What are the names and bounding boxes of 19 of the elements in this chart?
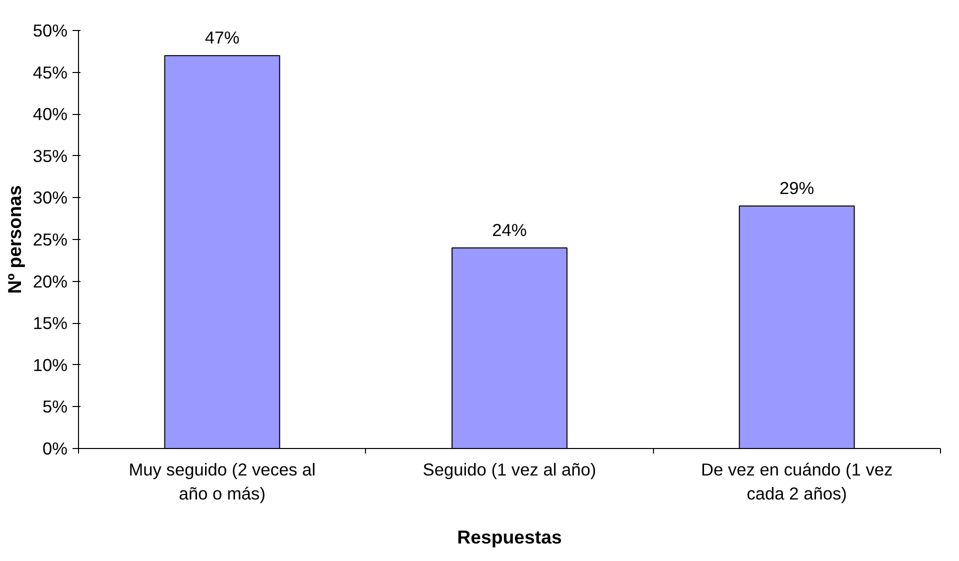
data-label: 24% (492, 220, 527, 240)
data-label: 47% (204, 28, 240, 48)
y-tick-label: 20% (32, 271, 68, 292)
y-tick-label: 15% (32, 313, 68, 334)
y-tick-label: 0% (42, 438, 68, 458)
y-tick-label: 40% (32, 104, 68, 124)
y-tick-label: 50% (32, 20, 68, 40)
y-tick-label: 30% (32, 188, 68, 208)
x-tick-label: Seguido (1 vez al año) (422, 460, 596, 480)
x-tick-label: De vez en cuándo (1 vez cada 2 años) (700, 460, 893, 504)
x-axis-title: Respuestas (457, 526, 562, 548)
y-tick-label: 35% (32, 146, 68, 166)
y-axis-title: Nº personas (4, 185, 25, 294)
y-tick-label: 5% (42, 396, 68, 417)
y-tick-label: 25% (32, 230, 68, 250)
data-label: 29% (779, 178, 814, 198)
y-tick-label: 45% (32, 62, 68, 82)
y-tick-label: 10% (32, 354, 68, 375)
x-tick-label: Muy seguido (2 veces al año o más) (128, 460, 316, 504)
